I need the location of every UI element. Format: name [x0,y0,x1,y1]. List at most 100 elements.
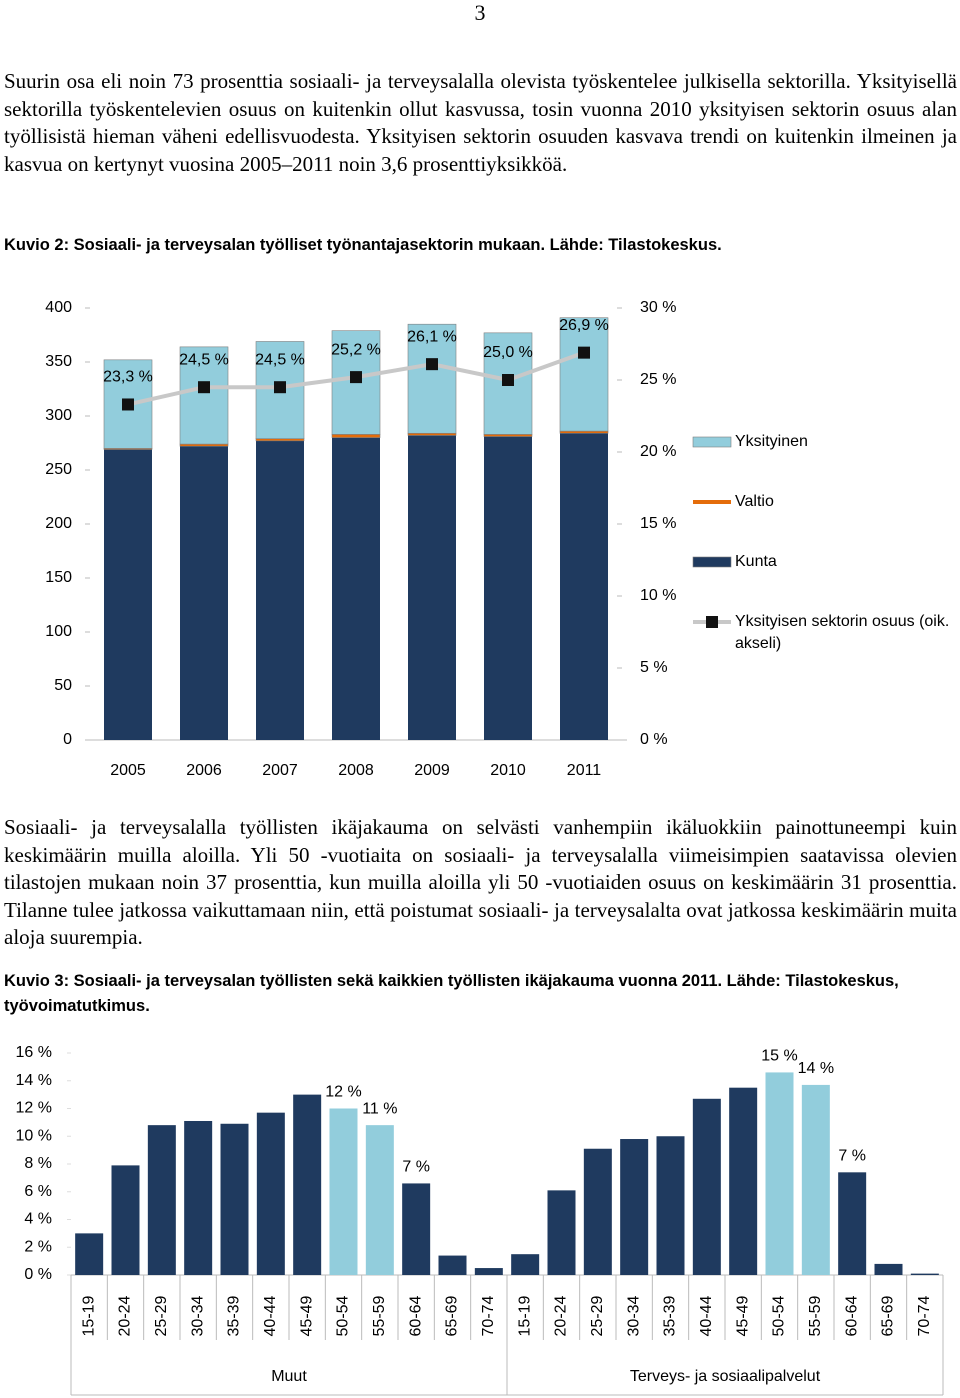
y-tick-label: 50 [54,677,72,694]
x-tick-label: 2005 [110,762,146,779]
bar [729,1087,758,1275]
bar [656,1136,685,1275]
y-tick-label: 6 % [24,1183,52,1200]
bar [910,1273,939,1275]
bar-segment [331,434,381,438]
bar [256,1112,285,1275]
legend-swatch [692,436,732,448]
y-tick-label: 350 [45,353,72,370]
bar [365,1125,394,1275]
bar-segment [483,434,533,437]
y2-tick-label: 20 % [640,443,676,460]
legend-entry: Yksityisen sektorin osuus (oik. akseli) [735,613,949,652]
bar [583,1148,612,1275]
bar [620,1139,649,1275]
legend-label: Valtio [735,493,774,510]
data-label: 24,5 % [255,351,305,368]
bar [438,1255,467,1275]
x-tick-label: 2010 [490,762,526,779]
x-tick-label: 40-44 [698,1295,715,1336]
line-marker [426,358,438,371]
line-marker [198,381,210,394]
x-tick-label: 60-64 [407,1295,424,1336]
y2-tick-label: 5 % [640,659,668,676]
bar [765,1072,794,1275]
bar [184,1120,213,1275]
x-tick-label: 35-39 [226,1295,243,1336]
bar-segment [408,435,456,740]
line-marker [502,374,514,386]
data-label: 26,1 % [407,328,457,345]
x-tick-label: 15-19 [516,1295,533,1336]
legend-label: Yksityinen [735,433,808,450]
data-label: 25,2 % [331,341,381,358]
bar-segment [179,443,229,447]
x-tick-label: 15-19 [80,1295,97,1336]
data-label: 12 % [325,1084,361,1101]
x-tick-label: 65-69 [444,1295,461,1336]
bar [838,1172,867,1275]
bar-segment [407,323,457,434]
bar-segment [559,317,609,432]
bar [474,1268,503,1275]
x-tick-label: 2009 [414,762,450,779]
y-tick-label: 4 % [24,1211,52,1228]
paragraph: Sosiaali- ja terveysalalla työllisten ik… [4,815,957,949]
bar [220,1123,249,1275]
x-tick-label: 50-54 [335,1295,352,1336]
bar [547,1190,576,1275]
legend-entry: Kunta [735,553,777,570]
paragraph: Suurin osa eli noin 73 prosenttia sosiaa… [4,69,957,176]
legend-marker [706,616,718,628]
y-tick-label: 10 % [16,1127,52,1144]
group-label: Muut [271,1368,307,1385]
x-tick-label: 30-34 [625,1295,642,1336]
y-tick-label: 16 % [16,1044,52,1061]
legend-label: Kunta [735,553,777,570]
bar [692,1098,721,1275]
x-tick-label: 55-59 [371,1295,388,1336]
y2-tick-label: 15 % [640,515,676,532]
x-tick-label: 2011 [567,762,602,779]
x-tick-label: 2006 [186,762,222,779]
bar [801,1084,830,1275]
bar-segment [484,436,532,740]
x-tick-label: 65-69 [880,1295,897,1336]
y-tick-label: 12 % [16,1100,52,1117]
bar [147,1125,176,1275]
x-tick-label: 20-24 [553,1295,570,1336]
data-label: 15 % [761,1048,797,1065]
data-label: 11 % [362,1100,397,1117]
bar [75,1233,104,1275]
bar [293,1094,322,1275]
x-tick-label: 55-59 [807,1295,824,1336]
line-marker [578,346,590,359]
bar [874,1263,903,1275]
group-label: Terveys- ja sosiaalipalvelut [630,1368,821,1385]
x-tick-label: 60-64 [843,1295,860,1336]
y-tick-label: 2 % [24,1238,52,1255]
bar-segment [332,437,380,740]
legend-entry: Yksityinen [735,433,808,450]
figure-caption: Kuvio 2: Sosiaali- ja terveysalan työlli… [4,236,722,254]
legend-entry: Valtio [735,493,774,510]
x-tick-label: 25-29 [589,1295,606,1336]
y-tick-label: 0 % [24,1266,52,1283]
legend-swatch [692,556,732,568]
bar-segment [256,440,304,740]
line-marker [122,398,134,411]
y2-tick-label: 25 % [640,371,676,388]
data-label: 25,0 % [483,344,533,361]
x-tick-label: 45-49 [734,1295,751,1336]
y-tick-label: 14 % [16,1072,52,1089]
y-tick-label: 200 [45,515,72,532]
bar-segment [103,359,153,449]
x-tick-label: 2007 [262,762,298,779]
bar [111,1165,140,1275]
x-tick-label: 2008 [338,762,374,779]
data-label: 7 % [402,1159,430,1176]
y-tick-label: 150 [45,569,72,586]
bar [329,1108,358,1275]
y2-tick-label: 30 % [640,299,676,316]
x-tick-label: 25-29 [153,1295,170,1336]
